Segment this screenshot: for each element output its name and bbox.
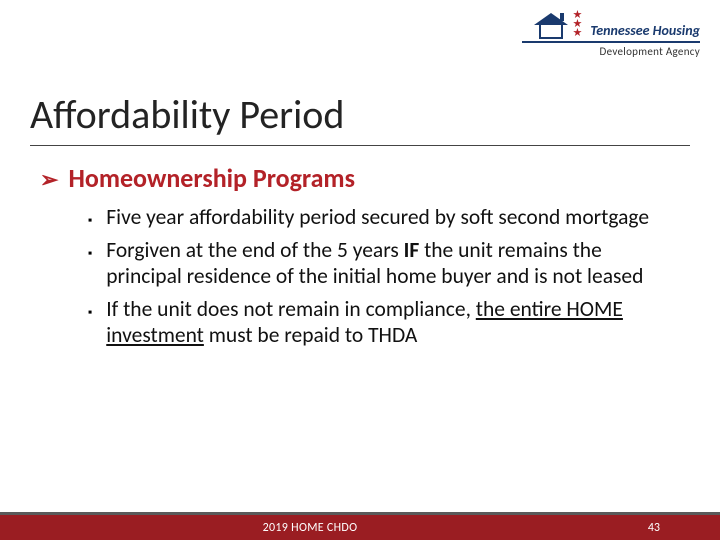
bold-span: IF — [404, 237, 420, 263]
square-icon: ▪ — [88, 304, 92, 323]
logo-title: Tennessee Housing — [590, 22, 700, 39]
square-icon: ▪ — [88, 212, 92, 231]
page-number: 43 — [620, 521, 660, 535]
content: ➢ Homeownership Programs ▪ Five year aff… — [0, 146, 720, 540]
list-item: ▪ Five year affordability period secured… — [88, 204, 670, 231]
chevron-icon: ➢ — [40, 169, 58, 191]
list-item: ▪ Forgiven at the end of the 5 years IF … — [88, 237, 670, 289]
sub-bullet-text: If the unit does not remain in complianc… — [106, 296, 670, 348]
logo: ★ ★ ★ Tennessee Housing Development Agen… — [522, 10, 700, 58]
slide-title: Affordability Period — [30, 90, 690, 146]
text-span: must be repaid to THDA — [204, 322, 417, 348]
stars-icon: ★ ★ ★ — [572, 10, 582, 37]
logo-subtitle: Development Agency — [600, 45, 700, 58]
square-icon: ▪ — [88, 245, 92, 264]
footer: 2019 HOME CHDO 43 — [0, 512, 720, 540]
house-icon — [534, 13, 568, 39]
text-span: Forgiven at the end of the 5 years — [106, 237, 403, 263]
sub-bullet-text: Forgiven at the end of the 5 years IF th… — [106, 237, 670, 289]
text-span: If the unit does not remain in complianc… — [106, 296, 476, 322]
slide: ★ ★ ★ Tennessee Housing Development Agen… — [0, 0, 720, 540]
footer-text: 2019 HOME CHDO — [0, 521, 620, 535]
list-item: ▪ If the unit does not remain in complia… — [88, 296, 670, 348]
logo-underline — [522, 41, 700, 43]
title-block: Affordability Period — [0, 90, 720, 146]
list-item: ➢ Homeownership Programs — [40, 162, 680, 194]
top-bullet-text: Homeownership Programs — [68, 162, 355, 194]
sub-bullet-text: Five year affordability period secured b… — [106, 204, 649, 230]
sub-list: ▪ Five year affordability period secured… — [88, 204, 670, 348]
footer-bar: 2019 HOME CHDO 43 — [0, 512, 720, 540]
star-icon: ★ — [572, 28, 582, 37]
